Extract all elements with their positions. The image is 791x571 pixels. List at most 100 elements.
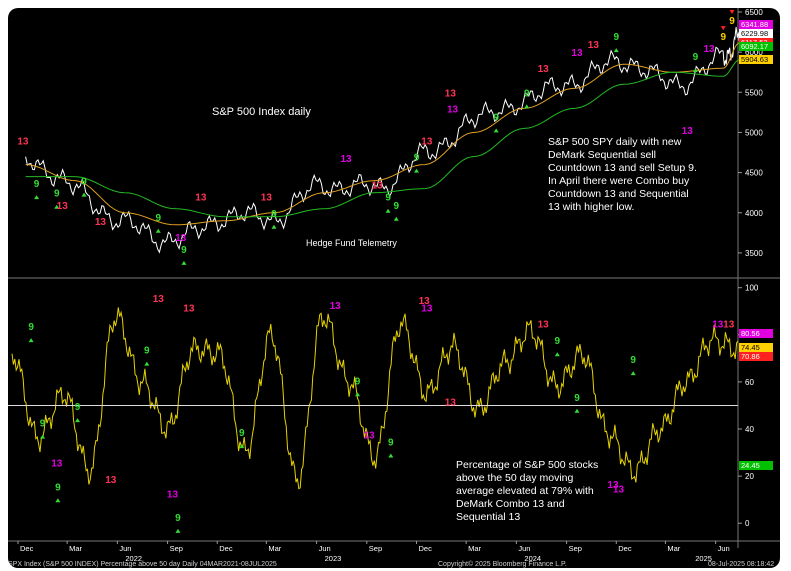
top-demark-arrow-30	[729, 10, 735, 15]
top-price-tag-0: 6341.88	[739, 20, 773, 30]
top-demark-arrow-25	[613, 48, 619, 53]
x-tick-label-12: Dec	[618, 544, 632, 553]
bottom-demark-arrow-21	[574, 408, 580, 413]
top-demark-label-10: 13	[261, 193, 273, 204]
top-demark-label-30: 9	[729, 16, 735, 27]
top-demark-arrow-15	[393, 216, 399, 221]
bottom-y-tick-label-2: 40	[745, 425, 754, 434]
top-y-tick-label-2: 4500	[745, 169, 763, 178]
top-demark-arrow-2	[54, 204, 60, 209]
bottom-demark-label-20: 9	[555, 336, 561, 347]
bottom-demark-label-1: 9	[40, 419, 46, 430]
x-year-label-1: 2023	[325, 554, 342, 563]
top-demark-label-22: 13	[538, 64, 550, 75]
ma-50-line	[25, 42, 740, 226]
ma-200-line	[25, 59, 740, 218]
top-demark-label-7: 13	[175, 233, 187, 244]
top-demark-arrow-4	[81, 192, 87, 197]
x-tick-label-0: Dec	[20, 544, 34, 553]
bottom-price-tag-3: 24.45	[739, 461, 773, 471]
x-tick-label-11: Sep	[569, 544, 582, 553]
bottom-y-tick-label-5: 100	[745, 284, 759, 293]
top-y-tick-label-0: 3500	[745, 249, 763, 258]
bottom-y-tick-label-3: 60	[745, 378, 754, 387]
bottom-demark-label-16: 13	[419, 296, 431, 307]
top-demark-label-19: 13	[447, 104, 459, 115]
bottom-price-tag-0: 80.56	[739, 328, 773, 338]
top-demark-arrow-1	[34, 195, 40, 200]
top-demark-label-25: 9	[613, 32, 619, 43]
top-demark-label-24: 13	[588, 40, 600, 51]
top-chart-watermark: Hedge Fund Telemetry	[306, 238, 397, 248]
bottom-demark-arrow-11	[239, 444, 245, 449]
top-demark-arrow-14	[385, 208, 391, 213]
bottom-demark-arrow-24	[630, 371, 636, 376]
bottom-price-tag-2: 70.86	[739, 351, 773, 361]
top-price-tag-3: 6092.17	[739, 42, 773, 52]
x-tick-label-5: Mar	[268, 544, 281, 553]
bottom-demark-label-25: 13	[712, 320, 724, 331]
top-demark-label-1: 9	[34, 179, 40, 190]
bottom-demark-label-11: 9	[239, 428, 245, 439]
bottom-demark-label-9: 9	[175, 513, 181, 524]
x-tick-label-4: Dec	[219, 544, 233, 553]
x-tick-label-7: Sep	[369, 544, 382, 553]
x-tick-label-9: Mar	[468, 544, 481, 553]
top-demark-label-6: 9	[156, 213, 162, 224]
bottom-demark-label-12: 13	[330, 301, 342, 312]
top-demark-arrow-20	[493, 128, 499, 133]
bottom-demark-arrow-15	[388, 453, 394, 458]
top-y-tick-label-4: 5500	[745, 88, 763, 97]
top-demark-label-2: 9	[54, 189, 60, 200]
top-demark-label-15: 9	[394, 201, 400, 212]
bottom-demark-arrow-13	[355, 392, 361, 397]
top-demark-label-11: 9	[271, 209, 277, 220]
top-demark-label-18: 13	[445, 88, 457, 99]
bottom-demark-arrow-9	[175, 528, 181, 533]
top-demark-arrow-29	[720, 26, 726, 31]
x-year-label-2: 2024	[524, 554, 541, 563]
top-demark-label-16: 9	[414, 153, 420, 164]
top-demark-label-12: 13	[341, 154, 353, 165]
top-demark-arrow-8	[181, 260, 187, 265]
top-price-tag-4: 5904.63	[739, 55, 773, 65]
top-y-tick-label-1: 4000	[745, 209, 763, 218]
bottom-demark-label-17: 13	[421, 303, 433, 314]
bottom-demark-label-13: 9	[355, 376, 361, 387]
x-tick-label-2: Jun	[119, 544, 131, 553]
bottom-y-tick-label-1: 20	[745, 472, 754, 481]
bottom-demark-label-23: 13	[613, 485, 625, 496]
top-demark-arrow-21	[524, 104, 530, 109]
x-tick-label-1: Mar	[69, 544, 82, 553]
top-demark-label-9: 13	[195, 193, 207, 204]
top-demark-label-17: 13	[421, 137, 433, 148]
bottom-chart-annotation: Percentage of S&P 500 stocks above the 5…	[456, 459, 599, 523]
top-chart-title: S&P 500 Index daily	[212, 106, 311, 118]
footer-center: Copyright© 2025 Bloomberg Finance L.P.	[438, 561, 567, 568]
bottom-demark-label-2: 13	[51, 459, 63, 470]
bottom-demark-label-3: 9	[55, 482, 61, 493]
bottom-price-tag-1: 74.45	[739, 343, 773, 353]
bottom-demark-arrow-6	[144, 361, 150, 366]
bottom-demark-label-5: 13	[105, 475, 117, 486]
chart-frame: 3500 4000 4500 5000 5500 6000 6500 13 9 9 13 9 13 9 13…	[8, 8, 780, 568]
bottom-demark-label-10: 13	[183, 303, 195, 314]
top-chart-annotation: S&P 500 SPY daily with new DeMark Sequen…	[548, 136, 697, 213]
top-demark-arrow-11	[271, 224, 277, 229]
top-y-tick-label-6: 6500	[745, 8, 763, 17]
top-demark-label-29: 9	[720, 32, 726, 43]
top-demark-arrow-16	[413, 168, 419, 173]
bottom-demark-label-6: 9	[144, 346, 150, 357]
top-demark-label-28: 13	[704, 44, 716, 55]
x-tick-label-13: Mar	[667, 544, 680, 553]
bottom-demark-label-4: 9	[75, 402, 81, 413]
top-demark-label-0: 13	[17, 137, 29, 148]
bottom-y-tick-label-0: 0	[745, 519, 750, 528]
breadth-line	[11, 307, 739, 490]
top-price-tag-1: 6229.98	[739, 29, 773, 39]
top-demark-label-3: 13	[57, 201, 69, 212]
top-demark-arrow-6	[155, 228, 161, 233]
footer-left: SPX Index (S&P 500 INDEX) Percentage abo…	[8, 561, 277, 568]
top-demark-label-27: 9	[693, 52, 699, 63]
top-y-tick-label-3: 5000	[745, 128, 763, 137]
